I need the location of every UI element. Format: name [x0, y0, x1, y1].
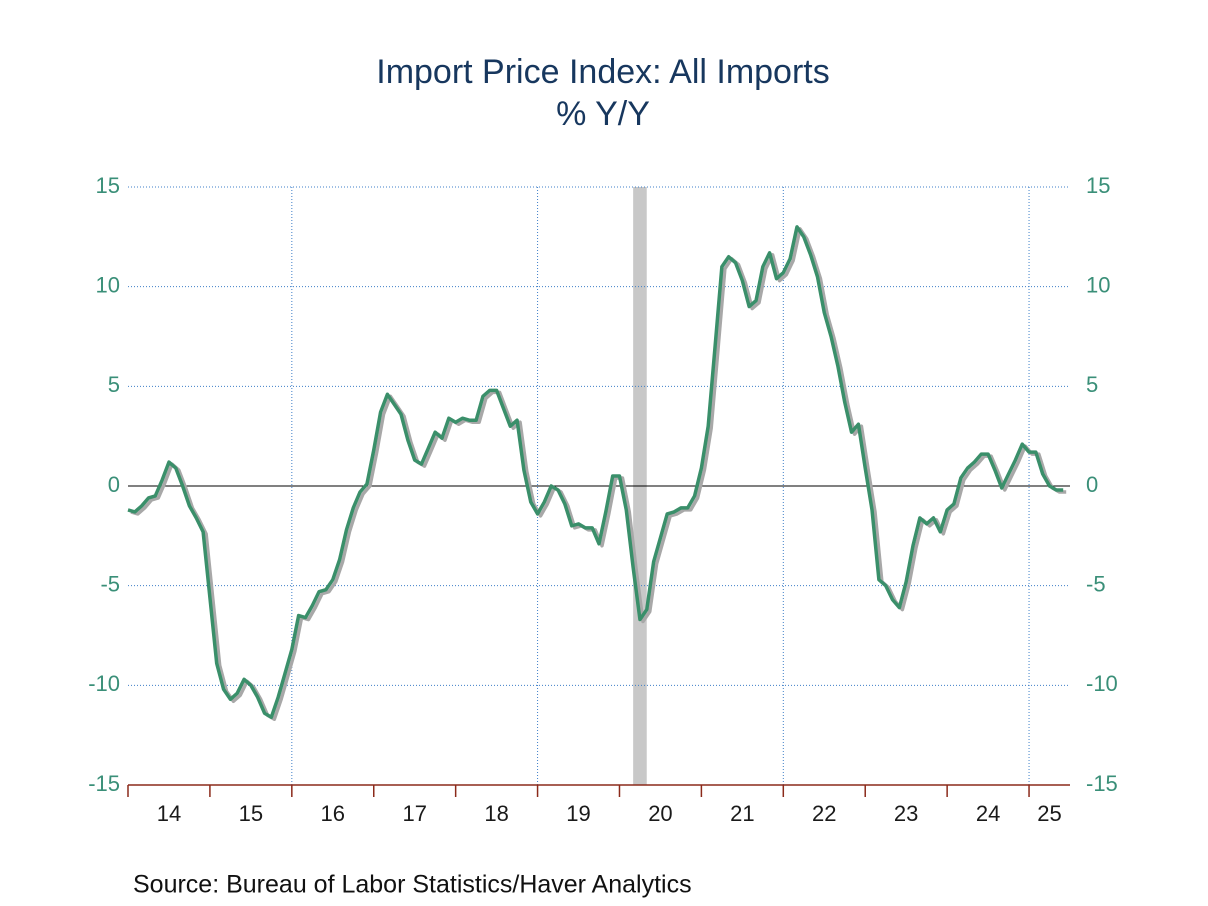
- y-tick-label: -5: [100, 571, 120, 596]
- x-tick-label: 15: [239, 801, 263, 826]
- x-tick-label: 21: [730, 801, 754, 826]
- y2-tick-label: 0: [1086, 472, 1098, 497]
- y-tick-label: -10: [88, 671, 120, 696]
- x-tick-label: 20: [648, 801, 672, 826]
- x-tick-label: 14: [157, 801, 181, 826]
- x-tick-label: 24: [976, 801, 1000, 826]
- y2-tick-label: 15: [1086, 173, 1110, 198]
- chart-subtitle: % Y/Y: [556, 95, 650, 133]
- x-tick-label: 17: [402, 801, 426, 826]
- y-tick-label: 10: [96, 272, 120, 297]
- y-tick-label: -15: [88, 771, 120, 796]
- y2-tick-label: -5: [1086, 571, 1106, 596]
- y2-tick-label: -10: [1086, 671, 1118, 696]
- x-tick-label: 23: [894, 801, 918, 826]
- x-tick-label: 16: [321, 801, 345, 826]
- y-tick-label: 0: [108, 472, 120, 497]
- x-tick-label: 22: [812, 801, 836, 826]
- x-tick-label: 19: [566, 801, 590, 826]
- y-tick-label: 5: [108, 372, 120, 397]
- y2-tick-label: -15: [1086, 771, 1118, 796]
- data-line: [127, 225, 1064, 719]
- y-tick-label: 15: [96, 173, 120, 198]
- y2-tick-label: 10: [1086, 272, 1110, 297]
- y2-tick-label: 5: [1086, 372, 1098, 397]
- x-tick-label: 18: [484, 801, 508, 826]
- source-note: Source: Bureau of Labor Statistics/Haver…: [133, 871, 692, 899]
- x-tick-label: 25: [1037, 801, 1061, 826]
- chart-title: Import Price Index: All Imports: [376, 53, 830, 91]
